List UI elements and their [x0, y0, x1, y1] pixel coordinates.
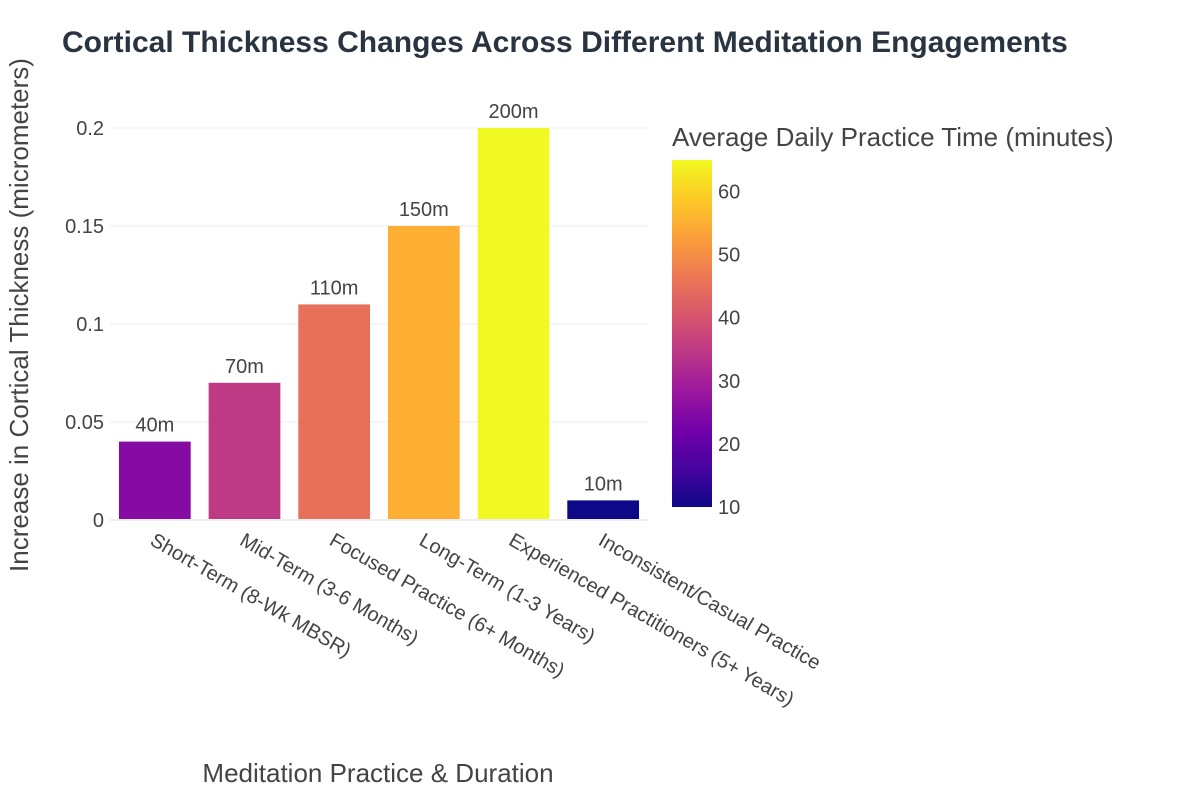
bar-data-label: 70m [225, 356, 264, 378]
colorbar-tick-label: 50 [718, 245, 740, 267]
bar [387, 226, 460, 520]
bar [118, 441, 191, 520]
bar-data-label: 10m [584, 473, 623, 495]
colorbar-tick-label: 40 [718, 308, 740, 330]
bar-data-label: 200m [488, 101, 538, 123]
y-axis-title: Increase in Cortical Thickness (micromet… [4, 58, 34, 572]
colorbar [672, 160, 712, 507]
bar [208, 382, 281, 520]
y-tick-label: 0 [93, 510, 104, 532]
y-axis-ticks: 0 0.05 0.1 0.15 0.2 [65, 118, 104, 532]
bar-data-label: 40m [135, 415, 174, 437]
colorbar-tick-label: 10 [718, 497, 740, 519]
colorbar-tick-label: 60 [718, 182, 740, 204]
grid-lines [110, 127, 648, 423]
data-labels: 40m 70m 110m 150m 200m 10m [135, 101, 622, 495]
colorbar-title: Average Daily Practice Time (minutes) [672, 122, 1114, 152]
x-axis-title: Meditation Practice & Duration [202, 758, 553, 788]
bar-data-label: 150m [399, 199, 449, 221]
bar [567, 500, 640, 520]
y-tick-label: 0.15 [65, 216, 104, 238]
colorbar-tick-label: 30 [718, 371, 740, 393]
y-tick-label: 0.2 [76, 118, 104, 140]
bars [118, 128, 640, 520]
bar-data-label: 110m [310, 277, 359, 299]
bar [477, 128, 550, 520]
x-axis-categories: Short-Term (8-Wk MBSR)Mid-Term (3-6 Mont… [146, 529, 824, 711]
y-tick-label: 0.05 [65, 412, 104, 434]
chart-title: Cortical Thickness Changes Across Differ… [62, 26, 1068, 59]
colorbar-tick-label: 20 [718, 434, 740, 456]
bar [298, 304, 371, 520]
colorbar-ticks: 10 20 30 40 50 60 [718, 182, 740, 519]
y-tick-label: 0.1 [76, 314, 104, 336]
